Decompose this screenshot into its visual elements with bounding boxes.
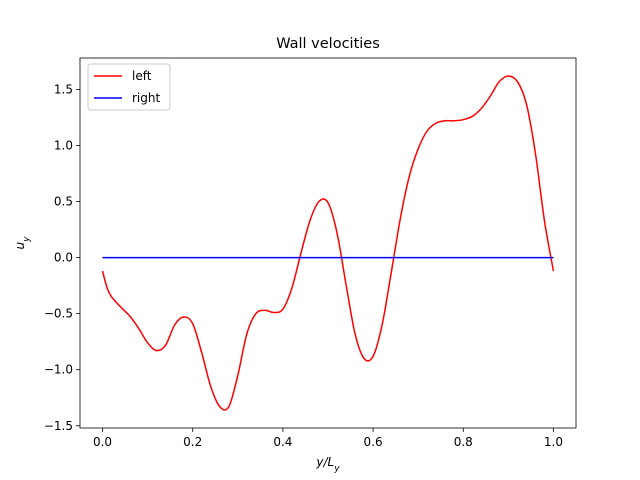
plot-frame <box>79 57 577 429</box>
x-tick-label: 1.0 <box>544 435 563 449</box>
series-line-left <box>101 75 555 411</box>
y-tick-label: 1.5 <box>54 82 73 96</box>
x-axis-ticks: 0.0 0.2 0.4 0.6 0.8 1.0 <box>93 428 563 449</box>
x-tick-label: 0.0 <box>93 435 112 449</box>
x-tick-label: 0.2 <box>183 435 202 449</box>
y-axis-label: uy <box>13 236 32 250</box>
legend-label-right: right <box>132 91 160 105</box>
y-axis-ticks: −1.5 −1.0 −0.5 0.0 0.5 1.0 1.5 <box>44 82 80 433</box>
x-tick-label: 0.6 <box>364 435 383 449</box>
legend: left right <box>87 63 171 111</box>
y-tick-label: −1.0 <box>44 363 73 377</box>
series-group <box>101 75 555 411</box>
x-tick-label: 0.8 <box>454 435 473 449</box>
y-tick-label: 0.0 <box>54 251 73 265</box>
y-tick-label: 1.0 <box>54 138 73 152</box>
plot-area <box>80 58 576 428</box>
y-tick-label: −1.5 <box>44 419 73 433</box>
y-tick-label: 0.5 <box>54 195 73 209</box>
chart-title: Wall velocities <box>276 36 380 52</box>
y-tick-label: −0.5 <box>44 307 73 321</box>
x-axis-label: y/Ly <box>315 455 340 474</box>
legend-label-left: left <box>132 69 152 83</box>
x-tick-label: 0.4 <box>273 435 292 449</box>
